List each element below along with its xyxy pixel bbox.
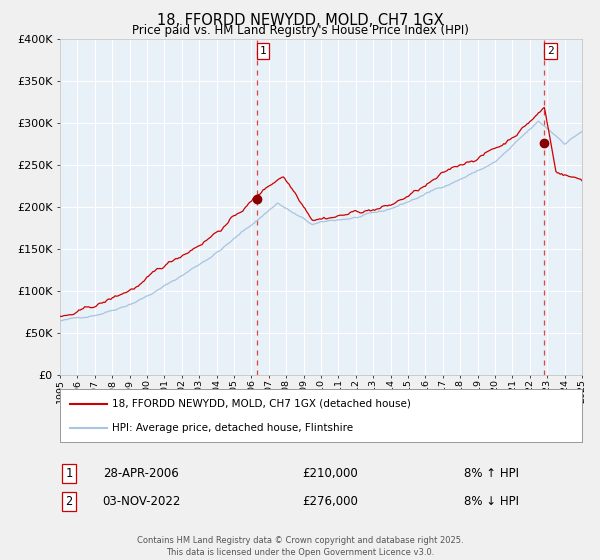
Text: HPI: Average price, detached house, Flintshire: HPI: Average price, detached house, Flin… (112, 423, 353, 433)
Text: 1: 1 (65, 466, 73, 480)
Text: Contains HM Land Registry data © Crown copyright and database right 2025.
This d: Contains HM Land Registry data © Crown c… (137, 536, 463, 557)
Text: 2: 2 (65, 494, 73, 508)
Text: 18, FFORDD NEWYDD, MOLD, CH7 1GX: 18, FFORDD NEWYDD, MOLD, CH7 1GX (157, 13, 443, 28)
Text: 03-NOV-2022: 03-NOV-2022 (102, 494, 180, 508)
Text: 28-APR-2006: 28-APR-2006 (103, 466, 179, 480)
Text: 8% ↓ HPI: 8% ↓ HPI (464, 494, 520, 508)
Text: £276,000: £276,000 (302, 494, 358, 508)
Text: 8% ↑ HPI: 8% ↑ HPI (464, 466, 520, 480)
Text: 1: 1 (260, 46, 266, 56)
Text: 18, FFORDD NEWYDD, MOLD, CH7 1GX (detached house): 18, FFORDD NEWYDD, MOLD, CH7 1GX (detach… (112, 399, 411, 409)
Text: £210,000: £210,000 (302, 466, 358, 480)
Text: Price paid vs. HM Land Registry's House Price Index (HPI): Price paid vs. HM Land Registry's House … (131, 24, 469, 36)
Text: 2: 2 (547, 46, 554, 56)
